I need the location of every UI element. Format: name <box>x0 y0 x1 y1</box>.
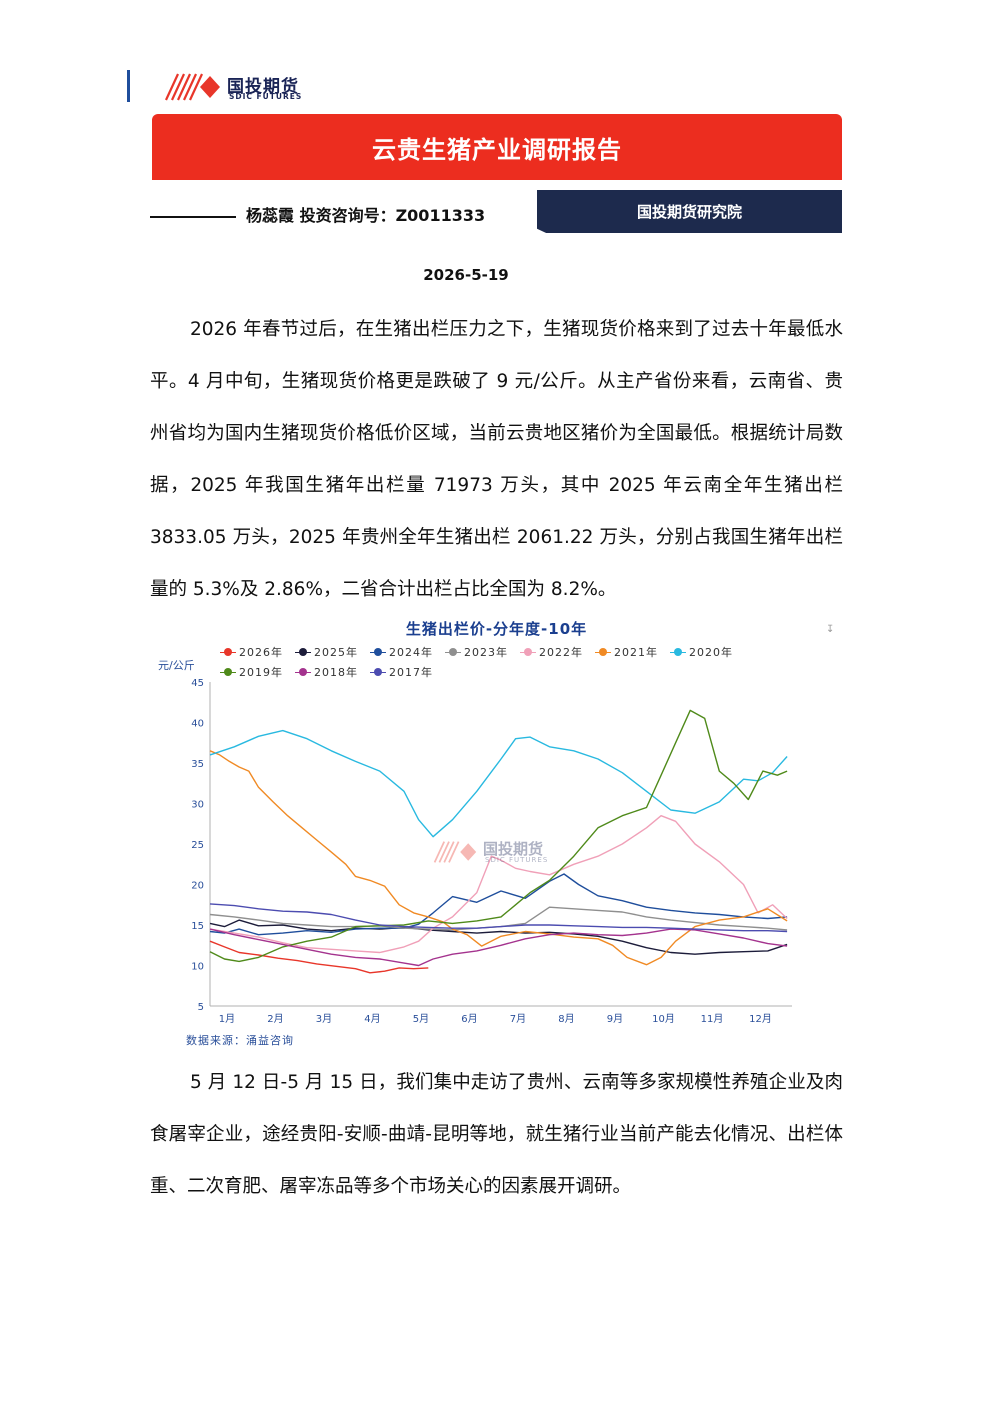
series-line <box>209 873 788 936</box>
author-line: 杨蕊霞 投资咨询号：Z0011333 <box>150 202 485 226</box>
legend-marker <box>220 668 236 676</box>
x-tick-label: 7月 <box>510 1013 526 1025</box>
series-line <box>209 814 788 954</box>
accent-bar <box>127 70 130 102</box>
y-tick-label: 5 <box>198 1002 204 1013</box>
legend-marker <box>295 668 311 676</box>
report-title: 云贵生猪产业调研报告 <box>372 135 622 164</box>
x-tick-label: 9月 <box>607 1013 623 1025</box>
x-tick-label: 11月 <box>701 1013 724 1025</box>
legend-label: 2022年 <box>539 646 583 659</box>
x-tick-label: 12月 <box>749 1013 772 1025</box>
legend-marker <box>295 648 311 656</box>
hog-price-chart: 生猪出栏价-分年度-10年 ↧ 2026年 2025年 2024年 2023年 2022… <box>150 614 843 1054</box>
chart-source: 数据来源：涌益咨询 <box>186 1034 294 1047</box>
legend-marker <box>595 648 611 656</box>
logo-mark-icon <box>165 73 220 101</box>
series-line <box>209 919 788 955</box>
legend-label: 2023年 <box>464 646 508 659</box>
legend-label: 2019年 <box>239 666 283 679</box>
y-tick-label: 35 <box>191 759 204 770</box>
series-line <box>209 903 788 933</box>
x-tick-label: 2月 <box>267 1013 283 1025</box>
legend-marker <box>520 648 536 656</box>
legend-item[interactable]: 2020年 <box>670 642 733 662</box>
y-tick-label: 20 <box>191 881 204 892</box>
legend-item[interactable]: 2023年 <box>445 642 508 662</box>
x-tick-label: 8月 <box>558 1013 574 1025</box>
legend-item[interactable]: 2022年 <box>520 642 583 662</box>
legend-marker <box>220 648 236 656</box>
legend-label: 2017年 <box>389 666 433 679</box>
paragraph-intro: 2026 年春节过后，在生猪出栏压力之下，生猪现货价格来到了过去十年最低水平。4… <box>150 319 843 600</box>
legend-label: 2025年 <box>314 646 358 659</box>
chart-title: 生猪出栏价-分年度-10年 <box>405 620 588 638</box>
x-tick-label: 1月 <box>219 1013 235 1025</box>
x-tick-label: 5月 <box>413 1013 429 1025</box>
author-dash <box>150 215 236 218</box>
legend-item[interactable]: 2024年 <box>370 642 433 662</box>
legend-marker <box>670 648 686 656</box>
x-tick-label: 6月 <box>461 1013 477 1025</box>
paragraph-survey: 5 月 12 日-5 月 15 日，我们集中走访了贵州、云南等多家规模性养殖企业… <box>150 1072 843 1197</box>
chart-plot: 5 10 15 20 25 30 35 40 45 1月 2月 3月 4月 5月 6月 7月 8月 9月 10月 11… <box>191 678 792 1025</box>
series-line <box>209 940 429 974</box>
x-tick-label: 4月 <box>364 1013 380 1025</box>
legend-item[interactable]: 2021年 <box>595 642 658 662</box>
watermark-text-en: SDIC FUTURES <box>485 856 549 864</box>
y-tick-label: 45 <box>191 678 204 689</box>
logo-text-en: SDIC FUTURES <box>229 92 303 101</box>
author-text: 杨蕊霞 投资咨询号：Z0011333 <box>246 206 486 225</box>
chart-watermark: 国投期货 SDIC FUTURES <box>433 838 573 868</box>
legend-item[interactable]: 2019年 <box>220 662 283 682</box>
watermark-logo-icon <box>433 841 477 863</box>
legend-marker <box>370 668 386 676</box>
legend-item[interactable]: 2018年 <box>295 662 358 682</box>
series-line <box>209 729 788 838</box>
legend-label: 2020年 <box>689 646 733 659</box>
chart-legend: 2026年 2025年 2024年 2023年 2022年 2021年 2020年 2019年… <box>220 642 800 682</box>
logo-text-cn: 国投期货 <box>227 77 299 97</box>
y-tick-label: 30 <box>191 800 204 811</box>
legend-item[interactable]: 2025年 <box>295 642 358 662</box>
legend-label: 2024年 <box>389 646 433 659</box>
legend-item[interactable]: 2017年 <box>370 662 433 682</box>
company-logo: 国投期货 SDIC FUTURES <box>164 70 334 104</box>
legend-item[interactable]: 2026年 <box>220 642 283 662</box>
series-line <box>209 928 788 967</box>
report-date: 2026-5-19 <box>423 266 509 284</box>
chart-y-unit: 元/公斤 <box>158 659 195 672</box>
y-tick-label: 25 <box>191 840 204 851</box>
series-line <box>209 709 788 963</box>
x-tick-label: 3月 <box>316 1013 332 1025</box>
legend-marker <box>370 648 386 656</box>
y-tick-label: 40 <box>191 719 204 730</box>
institute-name: 国投期货研究院 <box>636 203 742 221</box>
x-tick-label: 10月 <box>652 1013 675 1025</box>
legend-label: 2018年 <box>314 666 358 679</box>
legend-marker <box>445 648 461 656</box>
y-tick-label: 10 <box>191 962 204 973</box>
watermark-text-cn: 国投期货 <box>483 840 544 858</box>
y-tick-label: 15 <box>191 921 204 932</box>
legend-label: 2026年 <box>239 646 283 659</box>
download-icon[interactable]: ↧ <box>826 624 835 635</box>
title-banner: 云贵生猪产业调研报告 <box>152 114 842 180</box>
legend-label: 2021年 <box>614 646 658 659</box>
institute-banner: 国投期货研究院 <box>537 190 842 233</box>
